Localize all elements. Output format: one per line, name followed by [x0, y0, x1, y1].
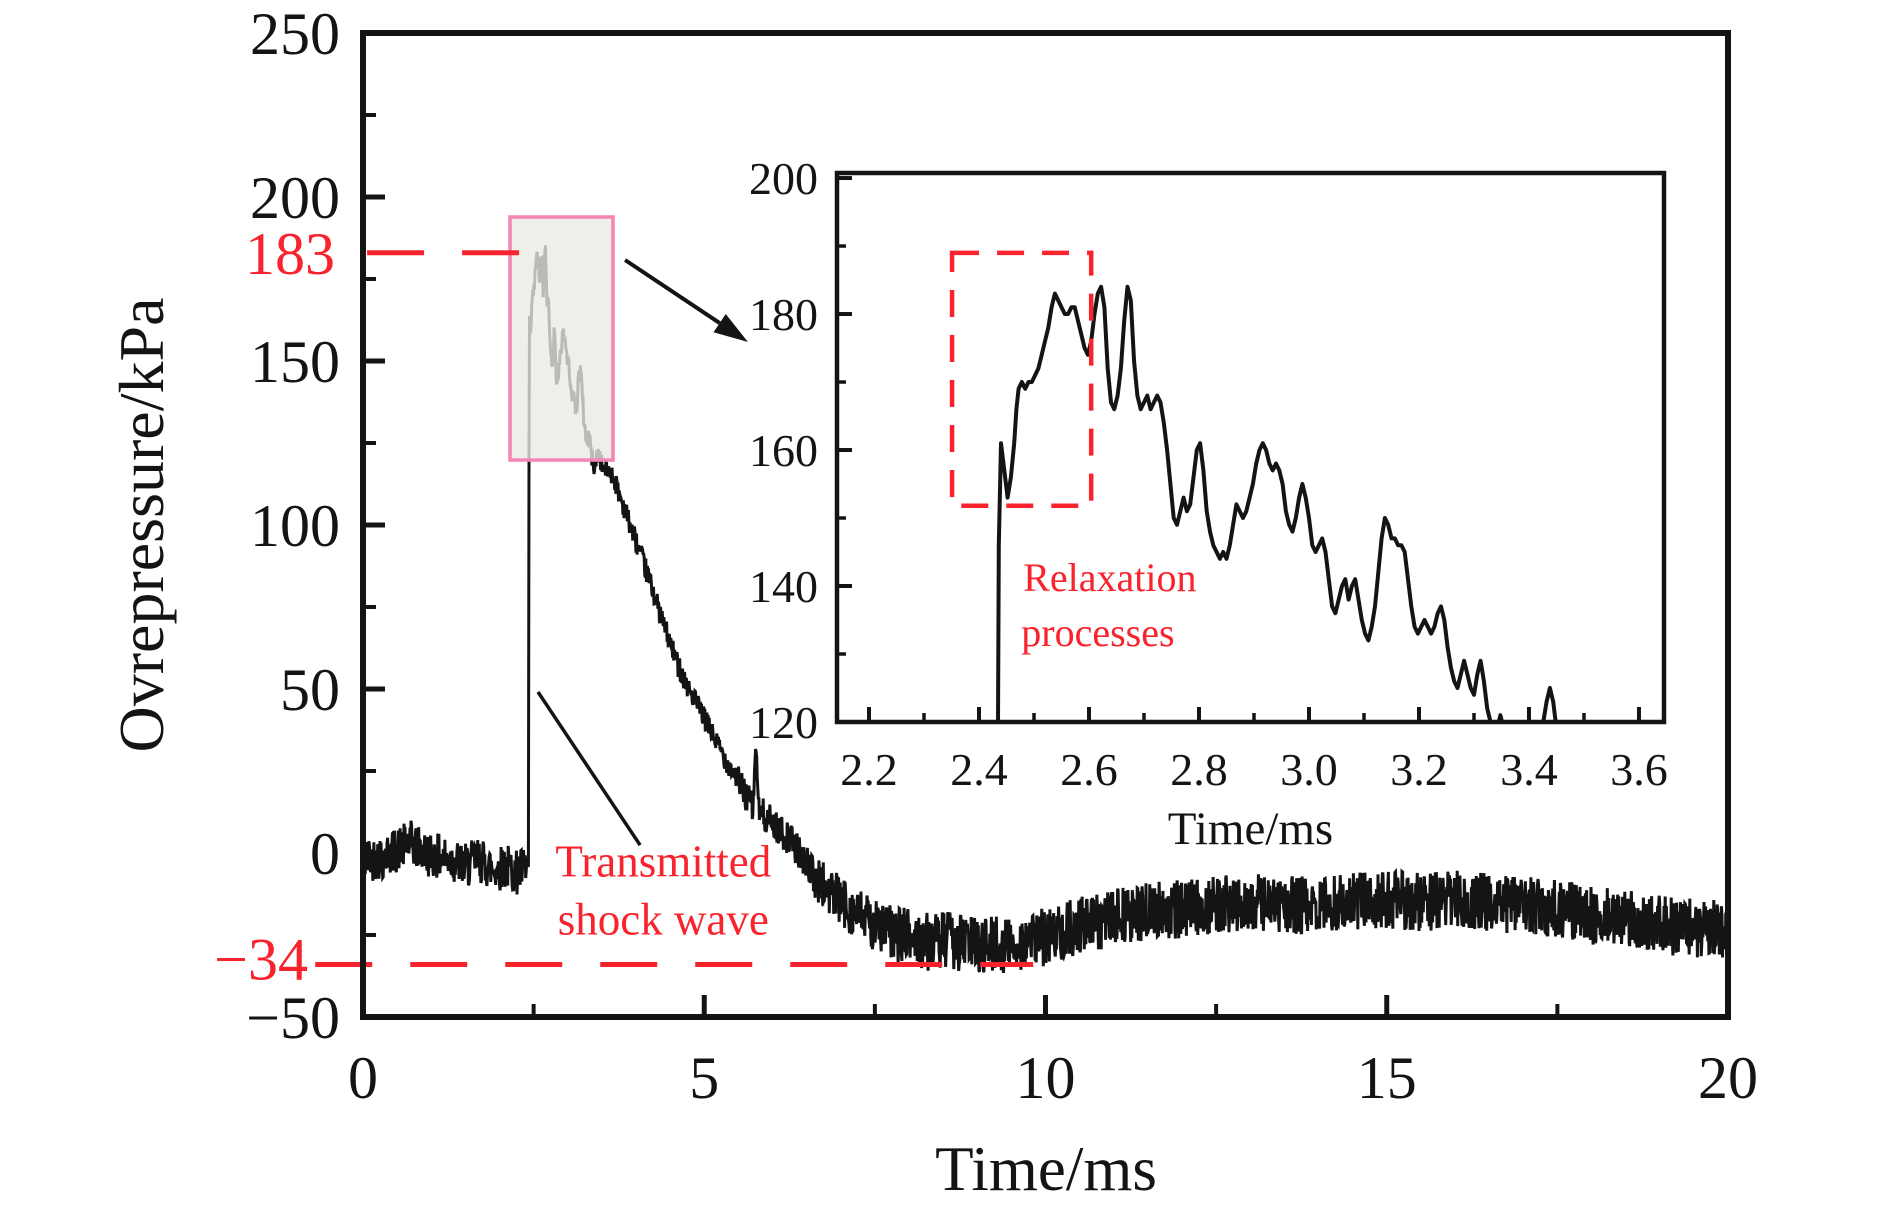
zoom-region-border — [508, 215, 615, 462]
y-tick-label: 0 — [310, 821, 340, 887]
y-tick-label: 200 — [250, 165, 340, 231]
inset-y-tick-label: 200 — [749, 153, 818, 204]
relaxation-label-line2: processes — [1021, 610, 1174, 655]
inset-y-tick-label: 120 — [749, 697, 818, 748]
x-tick-label: 10 — [1016, 1045, 1076, 1111]
inset-y-tick-label: 160 — [749, 425, 818, 476]
y-tick-label: 100 — [250, 493, 340, 559]
inset-x-tick-label: 3.4 — [1500, 744, 1558, 795]
inset-axes-box — [834, 170, 1667, 725]
zoom-arrow-head — [713, 313, 748, 342]
main-y-axis-title: Ovrepressure/kPa — [106, 298, 177, 753]
x-tick-label: 0 — [348, 1045, 378, 1111]
x-tick-label: 5 — [689, 1045, 719, 1111]
inset-x-tick-label: 2.8 — [1170, 744, 1228, 795]
inset-x-tick-label: 2.6 — [1060, 744, 1118, 795]
inset-x-tick-label: 2.4 — [950, 744, 1008, 795]
trough-value-label: −34 — [214, 927, 308, 993]
zoom-region-fill — [510, 217, 613, 461]
inset-x-tick-label: 3.2 — [1390, 744, 1448, 795]
zoom-arrow-shaft — [623, 258, 721, 325]
y-tick-label: 250 — [250, 1, 340, 67]
inset-x-tick-label: 3.0 — [1280, 744, 1338, 795]
relaxation-dashed-rect — [949, 250, 1094, 509]
inset-y-tick-label: 180 — [749, 289, 818, 340]
inset-x-tick-label: 3.6 — [1610, 744, 1668, 795]
signal-trace-inset — [996, 284, 1589, 722]
relaxation-label-line1: Relaxation — [1023, 555, 1196, 600]
inset-x-axis-title: Time/ms — [1168, 803, 1333, 855]
x-tick-label: 20 — [1698, 1045, 1758, 1111]
main-x-axis-title: Time/ms — [935, 1134, 1157, 1204]
inset-background — [837, 173, 1664, 722]
inset-x-tick-label: 2.2 — [840, 744, 898, 795]
shock-label-line1: Transmitted — [555, 837, 771, 887]
y-tick-label: −50 — [246, 985, 340, 1051]
y-tick-label: 50 — [280, 657, 340, 723]
x-tick-label: 15 — [1357, 1045, 1417, 1111]
shock-label-line2: shock wave — [558, 895, 769, 945]
y-tick-label: 150 — [250, 329, 340, 395]
inset-y-tick-label: 140 — [749, 561, 818, 612]
shock-leader-line — [536, 690, 642, 847]
peak-value-label: 183 — [245, 221, 335, 287]
